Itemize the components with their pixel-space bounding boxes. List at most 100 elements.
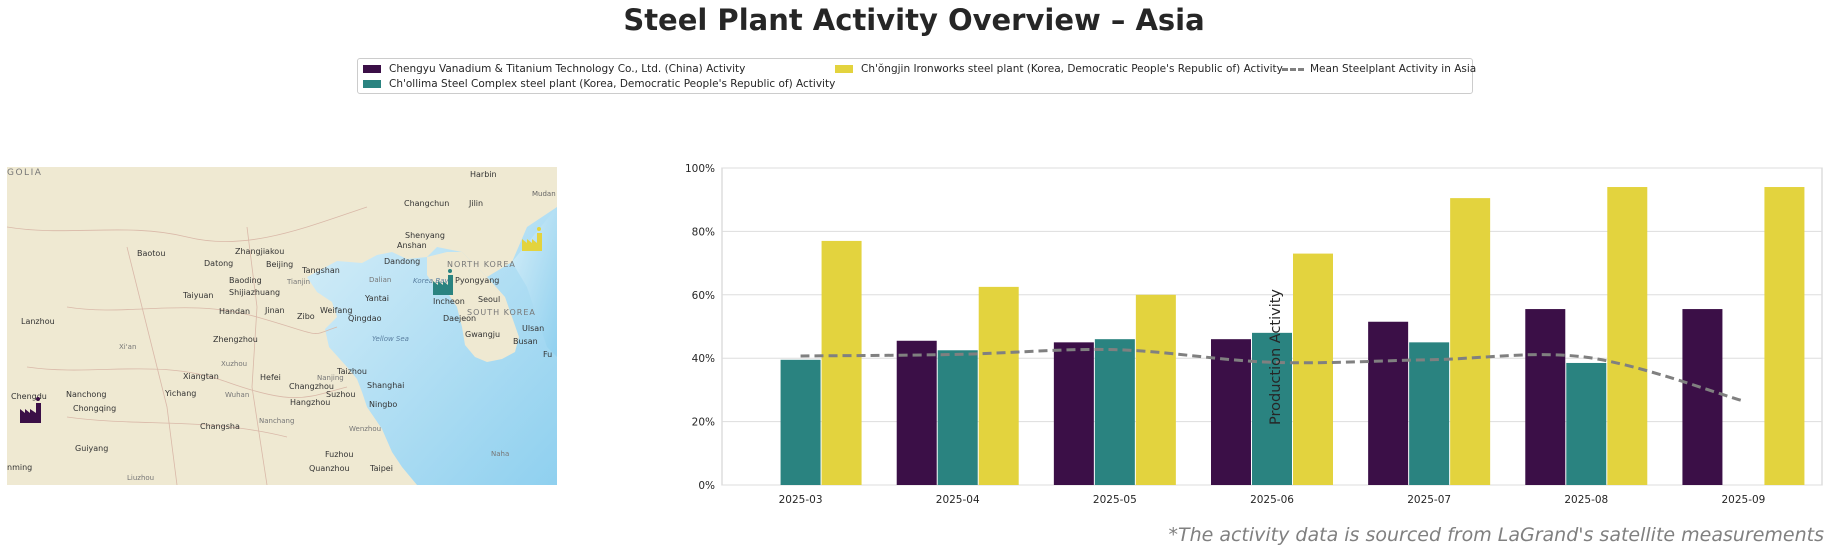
map-label-shenyang: Shenyang xyxy=(405,231,445,240)
map-label-seoul: Seoul xyxy=(478,295,500,304)
bar-series-0-2025-09 xyxy=(1682,309,1723,485)
map-label-xian: Xi'an xyxy=(119,343,136,351)
bar-series-1-2025-04 xyxy=(937,350,978,485)
bar-series-0-2025-08 xyxy=(1525,309,1566,485)
map-label-zhengzhou: Zhengzhou xyxy=(213,335,258,344)
map-label-weifang: Weifang xyxy=(320,306,352,315)
bar-series-0-2025-05 xyxy=(1053,342,1094,485)
map-label-baotou: Baotou xyxy=(137,249,165,258)
bar-chart: 0% 20% 40% 60% 80% 100% 2025-03 2025-04 2025-05 2… xyxy=(685,163,1823,505)
legend-label-chongjin: Ch'ŏngjin Ironworks steel plant (Korea, … xyxy=(861,63,1283,75)
map-label-xuzhou: Xuzhou xyxy=(221,360,247,368)
legend-label-chollima: Ch'ollima Steel Complex steel plant (Kor… xyxy=(389,78,836,90)
bars xyxy=(780,187,1805,486)
map-label-kunming: nming xyxy=(7,463,32,472)
map-label-taizhou: Taizhou xyxy=(336,367,367,376)
map-label-qingdao: Qingdao xyxy=(348,314,382,323)
bar-series-1-2025-06 xyxy=(1252,332,1292,485)
x-tick-label: 2025-08 xyxy=(1564,494,1608,505)
map-label-yichang: Yichang xyxy=(164,389,196,398)
bar-series-0-2025-07 xyxy=(1368,321,1409,485)
bar-series-0-2025-04 xyxy=(896,340,937,485)
map-label-south-korea: SOUTH KOREA xyxy=(467,308,536,317)
map-label-north-korea: NORTH KOREA xyxy=(447,260,516,269)
map-label-fuzhou: Fuzhou xyxy=(325,450,353,459)
bar-series-0-2025-06 xyxy=(1211,339,1251,485)
map-label-xiangtan: Xiangtan xyxy=(183,372,219,381)
legend-swatch-chongjin xyxy=(835,65,853,73)
legend-swatch-chengyu xyxy=(363,65,381,73)
mean-line-group xyxy=(800,347,1744,403)
map-label-changsha: Changsha xyxy=(200,422,240,431)
map-label-naha: Naha xyxy=(491,450,509,458)
map-label-baoding: Baoding xyxy=(229,276,262,285)
map-label-quanzhou: Quanzhou xyxy=(309,464,350,473)
map-sea-korea-east xyxy=(512,207,557,357)
map-label-incheon: Incheon xyxy=(433,297,465,306)
y-tick-label: 100% xyxy=(685,163,715,175)
map-label-lanzhou: Lanzhou xyxy=(21,317,55,326)
legend-swatch-mean xyxy=(1282,67,1304,71)
footnote: *The activity data is sourced from LaGra… xyxy=(1168,524,1824,546)
bar-series-2-2025-06 xyxy=(1293,253,1333,485)
map-label-wuhan: Wuhan xyxy=(225,391,249,399)
map-label-wenzhou: Wenzhou xyxy=(349,425,381,433)
map-label-harbin: Harbin xyxy=(470,170,497,179)
map-label-yellow-sea: Yellow Sea xyxy=(372,335,409,343)
map-label-pyongyang: Pyongyang xyxy=(455,276,499,285)
bar-series-1-2025-03 xyxy=(780,359,821,485)
y-axis-label: Production Activity xyxy=(1268,289,1284,425)
map-label-taiyuan: Taiyuan xyxy=(182,291,213,300)
map-label-tianjin: Tianjin xyxy=(286,278,310,286)
map-label-dandong: Dandong xyxy=(384,257,420,266)
map-label-suzhou: Suzhou xyxy=(326,390,355,399)
map-label-beijing: Beijing xyxy=(266,260,293,269)
map-label-shanghai: Shanghai xyxy=(367,381,404,390)
map-label-shijiazhuang: Shijiazhuang xyxy=(229,288,280,297)
map-label-changchun: Changchun xyxy=(404,199,449,208)
map-borders xyxy=(7,206,368,485)
map-label-datong: Datong xyxy=(204,259,233,268)
legend-label-mean: Mean Steelplant Activity in Asia xyxy=(1310,63,1477,75)
chart-title: Steel Plant Activity Overview – Asia xyxy=(623,3,1205,37)
legend-item-chollima: Ch'ollima Steel Complex steel plant (Kor… xyxy=(363,77,835,91)
map-label-jinan: Jinan xyxy=(264,306,285,315)
x-tick-label: 2025-07 xyxy=(1407,494,1451,505)
map-label-nanchang: Nanchang xyxy=(259,417,294,425)
map-label-anshan: Anshan xyxy=(397,241,427,250)
map-label-zibo: Zibo xyxy=(297,312,315,321)
bar-series-2-2025-03 xyxy=(821,240,862,485)
x-tick-label: 2025-09 xyxy=(1721,494,1765,505)
factory-icon-chengyu xyxy=(20,397,41,423)
x-tick-label: 2025-03 xyxy=(779,494,823,505)
map-label-guiyang: Guiyang xyxy=(75,444,108,453)
legend-swatch-chollima xyxy=(363,80,381,88)
y-tick-label: 0% xyxy=(698,480,715,492)
y-tick-label: 40% xyxy=(692,353,715,365)
map-label-ulsan: Ulsan xyxy=(522,324,544,333)
axes: 0% 20% 40% 60% 80% 100% 2025-03 2025-04 2025-05 2… xyxy=(685,163,1765,505)
mean-line xyxy=(800,347,1744,403)
bar-series-1-2025-08 xyxy=(1566,362,1607,485)
map-label-yantai: Yantai xyxy=(364,294,389,303)
legend-label-chengyu: Chengyu Vanadium & Titanium Technology C… xyxy=(389,63,746,75)
map-label-ningbo: Ningbo xyxy=(369,400,397,409)
bar-series-2-2025-04 xyxy=(978,286,1019,485)
map-label-liuzhou: Liuzhou xyxy=(127,474,154,482)
bar-series-1-2025-05 xyxy=(1094,339,1135,485)
map-label-dalian: Dalian xyxy=(369,276,391,284)
legend-item-chengyu: Chengyu Vanadium & Titanium Technology C… xyxy=(363,62,745,76)
map-label-hefei: Hefei xyxy=(260,373,281,382)
map-label-chongqing: Chongqing xyxy=(73,404,116,413)
map-label-tangshan: Tangshan xyxy=(301,266,340,275)
factory-icon-chongjin xyxy=(522,227,542,251)
map-label-taipei: Taipei xyxy=(369,464,393,473)
legend-item-chongjin: Ch'ŏngjin Ironworks steel plant (Korea, … xyxy=(835,62,1283,76)
map-label-nanjing: Nanjing xyxy=(317,374,344,382)
map-label-nanchong: Nanchong xyxy=(66,390,106,399)
y-tick-label: 80% xyxy=(692,226,715,238)
map-label-mudan: Mudan xyxy=(532,190,556,198)
factory-icon-chollima xyxy=(433,269,453,295)
map-label-jilin: Jilin xyxy=(468,199,483,208)
y-tick-label: 20% xyxy=(692,417,715,429)
